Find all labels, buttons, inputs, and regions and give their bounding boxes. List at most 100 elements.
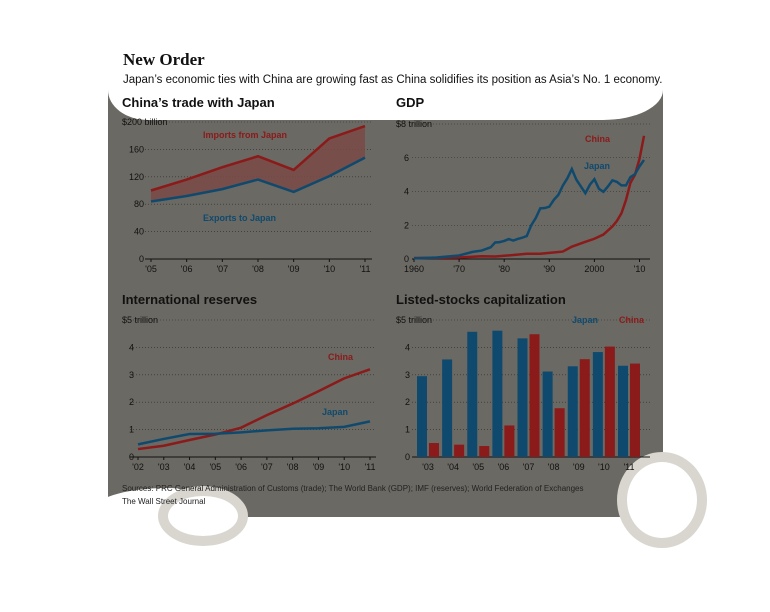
gdp-china-line: [413, 135, 646, 260]
credit-line: The Wall Street Journal: [122, 497, 206, 506]
stocks-japan-bar: [467, 331, 478, 457]
reserves-y-tick: 3: [129, 370, 134, 380]
reserves-unit-label: $5 trillion: [122, 315, 158, 325]
stocks-y-tick: 3: [405, 370, 410, 380]
reserves-y-tick: 2: [129, 397, 134, 407]
reserves-x-tick: '09: [313, 462, 325, 472]
stocks-japan-bar: [567, 366, 578, 457]
trade-x-tick: '05: [145, 264, 157, 274]
stocks-japan-bar: [618, 365, 628, 457]
gdp-y-tick: 2: [404, 220, 409, 230]
trade-y-tick: 120: [129, 172, 144, 182]
stocks-y-tick: 0: [405, 452, 410, 462]
stocks-x-tick: '03: [422, 462, 434, 472]
stocks-china-bar: [579, 359, 590, 457]
sources-note: Sources: PRC General Administration of C…: [122, 484, 584, 493]
gdp-y-tick: 4: [404, 187, 409, 197]
exports-line: [150, 156, 366, 203]
trade-x-tick: '08: [252, 264, 264, 274]
reserves-x-tick: '03: [158, 462, 170, 472]
reserves-title: International reserves: [122, 292, 257, 307]
reserves-x-tick: '05: [209, 462, 221, 472]
trade-y-tick: 40: [134, 227, 144, 237]
reserves-china-label: China: [328, 352, 354, 362]
stocks-x-tick: '11: [623, 462, 634, 472]
stocks-japan-bar: [442, 359, 453, 457]
stocks-x-tick: '06: [498, 462, 510, 472]
torn-edge-rim: [158, 486, 248, 546]
exports-label: Exports to Japan: [203, 213, 276, 223]
gdp-title: GDP: [396, 95, 425, 110]
stocks-y-tick: 2: [405, 397, 410, 407]
reserves-x-tick: '04: [184, 462, 196, 472]
stocks-china-bar: [429, 443, 439, 457]
imports-line: [150, 124, 366, 192]
stocks-china-bar: [630, 363, 640, 457]
stocks-x-tick: '04: [447, 462, 459, 472]
trade-x-tick: '06: [181, 264, 193, 274]
trade-x-tick: '07: [216, 264, 228, 274]
graphic-title: New Order: [123, 50, 205, 69]
gdp-y-tick: 0: [404, 254, 409, 264]
torn-edge: [560, 14, 700, 64]
reserves-japan-line: [137, 420, 371, 446]
gdp-japan-label: Japan: [584, 161, 610, 171]
gdp-x-tick: '80: [498, 264, 510, 274]
stocks-japan-bar: [542, 371, 553, 457]
reserves-china-line: [137, 368, 371, 451]
reserves-x-tick: '07: [261, 462, 273, 472]
reserves-y-tick: 1: [129, 425, 134, 435]
trade-y-tick: 160: [129, 144, 144, 154]
stocks-china-bar: [454, 444, 465, 457]
stocks-china-bar: [504, 425, 515, 457]
trade-x-tick: '09: [288, 264, 300, 274]
stocks-title: Listed-stocks capitalization: [396, 292, 566, 307]
trade-unit-label: $200 billion: [122, 117, 168, 127]
gdp-y-tick: 6: [404, 153, 409, 163]
stocks-china-bar: [554, 408, 565, 457]
stocks-x-tick: '09: [573, 462, 585, 472]
stocks-japan-bar: [492, 330, 503, 457]
stocks-unit-label: $5 trillion: [396, 315, 432, 325]
gdp-x-tick: '10: [634, 264, 646, 274]
stocks-china-label: China: [619, 315, 645, 325]
gdp-x-tick: '90: [543, 264, 555, 274]
reserves-x-tick: '10: [338, 462, 350, 472]
reserves-x-tick: '08: [287, 462, 299, 472]
trade-gap-area: [151, 126, 365, 202]
trade-x-tick: '10: [323, 264, 335, 274]
stocks-japan-bar: [592, 352, 603, 457]
trade-y-tick: 0: [139, 254, 144, 264]
gdp-japan-line: [413, 159, 646, 260]
graphic-subtitle: Japan’s economic ties with China are gro…: [123, 74, 663, 86]
stocks-china-bar: [604, 346, 615, 457]
reserves-x-tick: '06: [235, 462, 247, 472]
stocks-x-tick: '05: [472, 462, 484, 472]
imports-label: Imports from Japan: [203, 130, 287, 140]
stocks-y-tick: 4: [405, 342, 410, 352]
gdp-x-tick: '70: [453, 264, 465, 274]
stocks-china-bar: [529, 334, 540, 457]
stocks-x-tick: '08: [548, 462, 560, 472]
stocks-japan-bar: [417, 376, 427, 457]
reserves-x-tick: '11: [364, 462, 375, 472]
gdp-china-label: China: [585, 134, 611, 144]
stocks-china-bar: [479, 446, 490, 457]
torn-edge-rim: [617, 452, 707, 548]
stocks-y-tick: 1: [405, 425, 410, 435]
stocks-x-tick: '10: [598, 462, 610, 472]
trade-title: China’s trade with Japan: [122, 95, 275, 110]
stocks-x-tick: '07: [523, 462, 535, 472]
reserves-y-tick: 4: [129, 342, 134, 352]
torn-edge: [255, 10, 455, 65]
reserves-japan-label: Japan: [322, 407, 348, 417]
trade-y-tick: 80: [134, 199, 144, 209]
stocks-japan-label: Japan: [572, 315, 598, 325]
trade-x-tick: '11: [359, 264, 370, 274]
stocks-japan-bar: [517, 338, 528, 457]
reserves-x-tick: '02: [132, 462, 144, 472]
gdp-x-tick: 1960: [404, 264, 424, 274]
gdp-x-tick: 2000: [584, 264, 604, 274]
gdp-unit-label: $8 trillion: [396, 119, 432, 129]
